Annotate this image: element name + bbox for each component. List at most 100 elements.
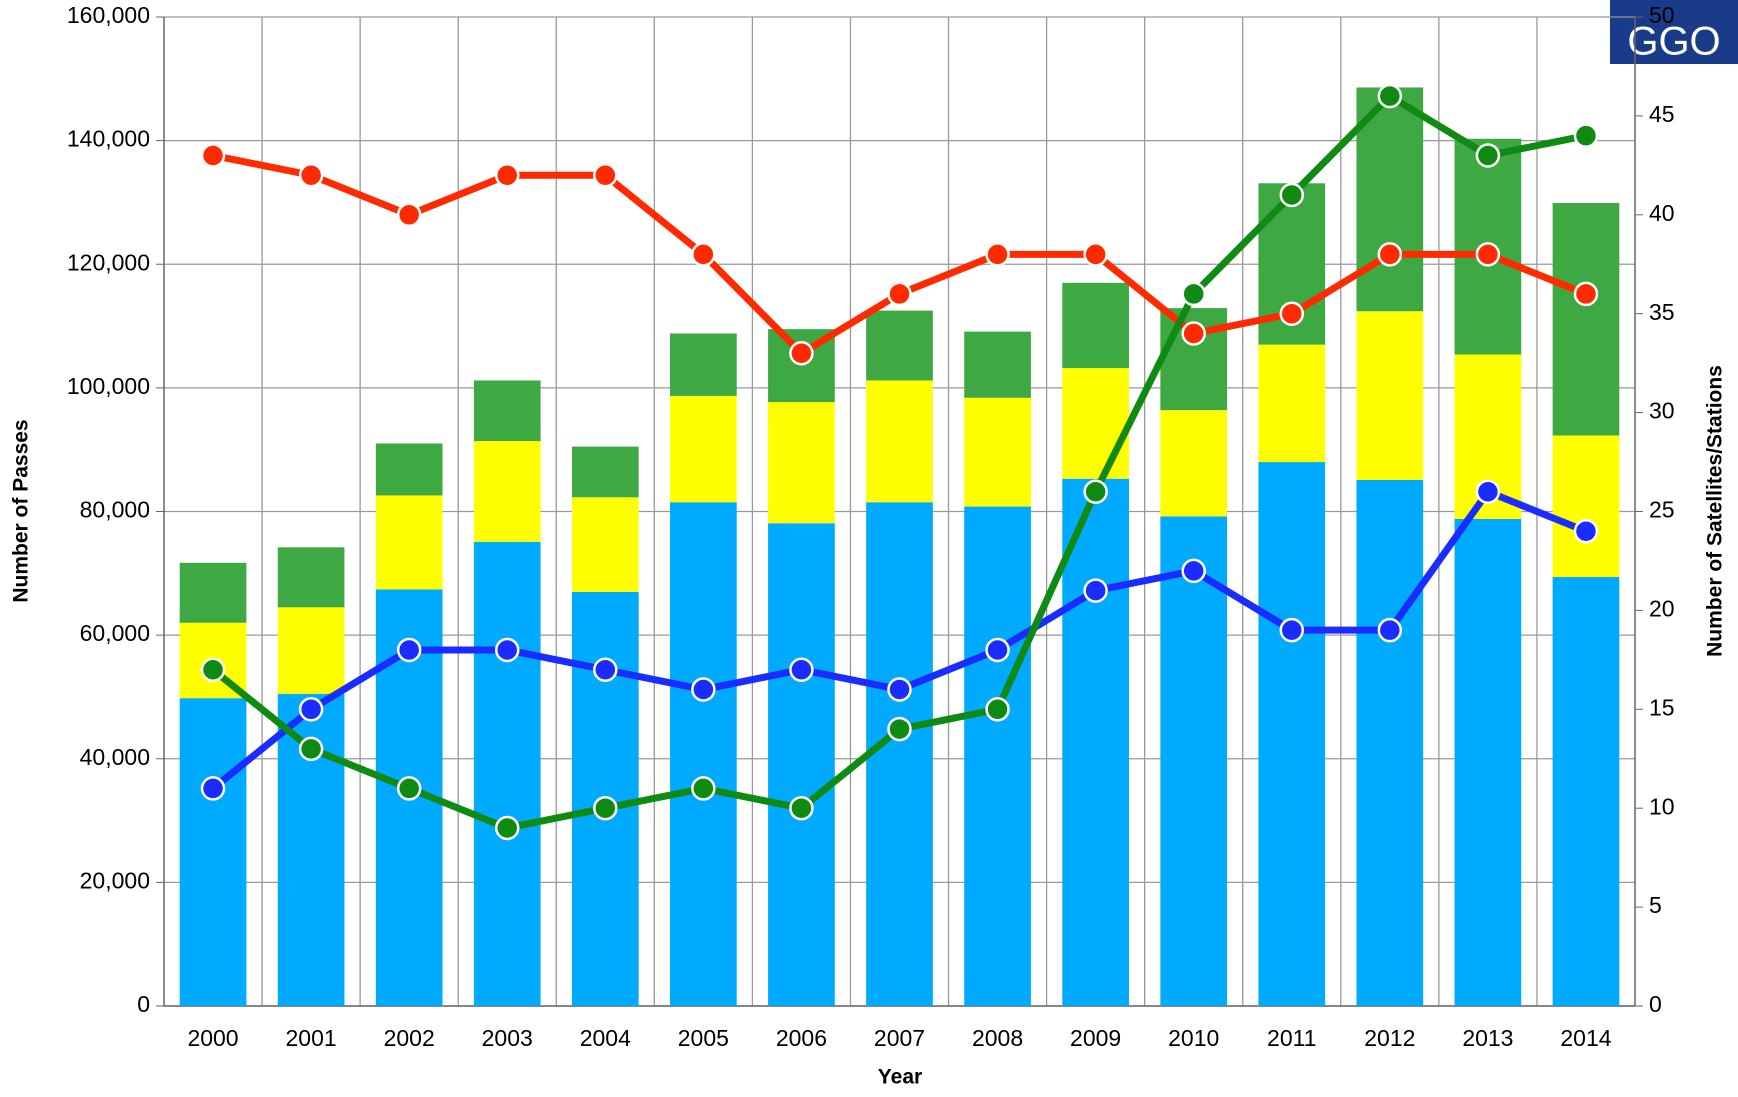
bar xyxy=(768,402,835,524)
x-tick-label: 2014 xyxy=(1560,1025,1611,1051)
bar xyxy=(179,562,247,623)
y2-tick-label: 10 xyxy=(1649,793,1675,819)
point xyxy=(298,736,324,762)
bar xyxy=(670,333,737,396)
x-tick-label: 2003 xyxy=(482,1025,533,1051)
point xyxy=(985,242,1010,267)
bar xyxy=(179,698,247,1006)
point xyxy=(1573,281,1599,307)
point xyxy=(200,657,226,682)
point xyxy=(1279,182,1305,208)
y2-tick-label: 30 xyxy=(1649,398,1675,424)
point xyxy=(593,162,618,188)
bar xyxy=(964,506,1031,1006)
point xyxy=(1475,242,1501,267)
bar xyxy=(1062,478,1129,1006)
point xyxy=(789,657,814,682)
point xyxy=(985,637,1010,663)
bar xyxy=(866,310,933,381)
y2-tick-label: 45 xyxy=(1649,101,1675,127)
y2-tick-label: 25 xyxy=(1649,497,1675,523)
x-axis-title: Year xyxy=(878,1066,922,1089)
point xyxy=(887,281,912,307)
point xyxy=(691,677,716,702)
x-tick-label: 2004 xyxy=(580,1025,631,1051)
point xyxy=(298,697,324,722)
point xyxy=(396,776,422,801)
bar xyxy=(866,380,933,503)
bar xyxy=(1552,203,1620,436)
x-tick-label: 2012 xyxy=(1364,1025,1415,1051)
point xyxy=(789,341,814,366)
y-tick-label: 100,000 xyxy=(67,373,150,399)
bar xyxy=(277,607,345,694)
bar xyxy=(571,446,639,498)
bar xyxy=(1062,368,1129,479)
y-tick-label: 40,000 xyxy=(80,744,150,770)
point xyxy=(1083,479,1108,504)
x-tick-label: 2011 xyxy=(1267,1025,1316,1051)
bar xyxy=(1160,410,1228,517)
bar xyxy=(375,443,443,496)
point xyxy=(593,657,618,682)
x-tick-label: 2000 xyxy=(187,1025,238,1051)
bar xyxy=(670,395,737,503)
point xyxy=(691,242,716,267)
point xyxy=(1377,617,1403,643)
y-tick-label: 20,000 xyxy=(80,867,150,893)
point xyxy=(200,143,226,168)
point xyxy=(1573,519,1599,544)
bar xyxy=(1356,311,1424,480)
y-tick-label: 120,000 xyxy=(67,249,150,275)
y-tick-label: 160,000 xyxy=(67,2,150,28)
point xyxy=(1377,83,1403,109)
point xyxy=(1083,242,1108,267)
point xyxy=(1573,123,1599,148)
point xyxy=(887,716,912,742)
point xyxy=(1475,479,1501,504)
y2-tick-label: 50 xyxy=(1649,2,1675,28)
x-tick-label: 2001 xyxy=(286,1025,337,1051)
y2-tick-label: 15 xyxy=(1649,694,1675,720)
point xyxy=(494,815,520,841)
y2-tick-label: 40 xyxy=(1649,200,1675,226)
y-tick-label: 80,000 xyxy=(80,497,150,523)
point xyxy=(1377,242,1403,267)
point xyxy=(298,162,324,188)
bar xyxy=(1454,518,1522,1006)
x-tick-label: 2007 xyxy=(874,1025,925,1051)
point xyxy=(593,795,618,821)
bar xyxy=(1258,462,1326,1006)
y-tick-label: 60,000 xyxy=(80,620,150,646)
y2-tick-label: 20 xyxy=(1649,595,1675,621)
x-tick-label: 2008 xyxy=(972,1025,1023,1051)
y-tick-label: 0 xyxy=(137,991,150,1017)
point xyxy=(396,202,422,228)
y-axis-title: Number of Passes xyxy=(10,419,33,602)
y-tick-label: 140,000 xyxy=(67,126,150,152)
point xyxy=(789,795,814,821)
point xyxy=(494,162,520,188)
y2-tick-label: 0 xyxy=(1649,991,1662,1017)
bar xyxy=(1552,577,1620,1006)
point xyxy=(691,776,716,801)
bar xyxy=(670,502,737,1006)
bar xyxy=(473,541,541,1006)
bar xyxy=(866,502,933,1006)
x-tick-label: 2009 xyxy=(1070,1025,1121,1051)
bar xyxy=(1356,87,1424,312)
x-tick-label: 2005 xyxy=(678,1025,729,1051)
y2-tick-label: 5 xyxy=(1649,892,1662,918)
point xyxy=(1279,617,1305,643)
bar xyxy=(375,495,443,590)
point xyxy=(494,637,520,663)
y2-tick-label: 35 xyxy=(1649,299,1675,325)
point xyxy=(985,697,1010,722)
bar xyxy=(1356,479,1424,1007)
bar xyxy=(1160,516,1228,1006)
point xyxy=(1181,321,1206,346)
bar xyxy=(473,380,541,442)
point xyxy=(1279,301,1305,326)
bar xyxy=(768,523,835,1006)
